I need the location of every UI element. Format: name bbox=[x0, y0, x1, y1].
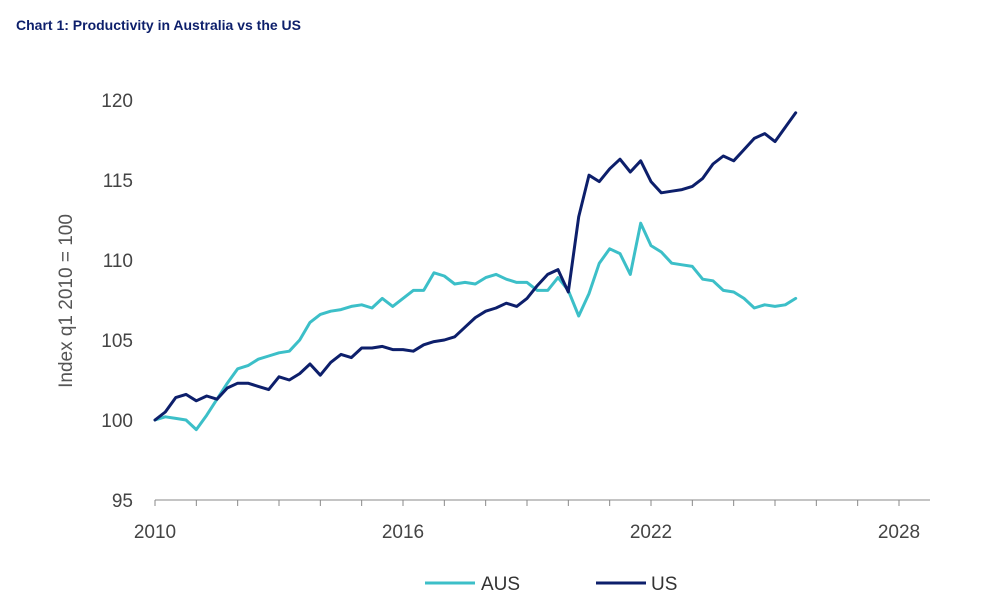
legend-label-us: US bbox=[651, 574, 677, 595]
x-tick-label: 2022 bbox=[630, 522, 672, 543]
y-tick-label: 120 bbox=[101, 91, 133, 112]
y-tick-label: 95 bbox=[112, 491, 133, 512]
series-line-us bbox=[153, 111, 798, 422]
x-tick-label: 2010 bbox=[134, 522, 176, 543]
x-tick-label: 2016 bbox=[382, 522, 424, 543]
y-axis-title: Index q1 2010 = 100 bbox=[56, 214, 77, 388]
x-axis: 2010 2016 2022 2028 bbox=[134, 499, 930, 543]
y-tick-label: 110 bbox=[103, 251, 133, 272]
y-tick-label: 100 bbox=[101, 411, 133, 432]
x-tick-label: 2028 bbox=[878, 522, 920, 543]
y-tick-label: 115 bbox=[103, 171, 133, 192]
y-tick-label: 105 bbox=[101, 331, 133, 352]
chart-title: Chart 1: Productivity in Australia vs th… bbox=[16, 17, 301, 33]
series-line-aus bbox=[153, 221, 798, 432]
y-axis-labels: 95 100 105 110 115 120 bbox=[101, 91, 133, 512]
series-lines bbox=[153, 111, 798, 432]
legend-label-aus: AUS bbox=[481, 574, 520, 595]
legend: AUS US bbox=[425, 574, 677, 595]
